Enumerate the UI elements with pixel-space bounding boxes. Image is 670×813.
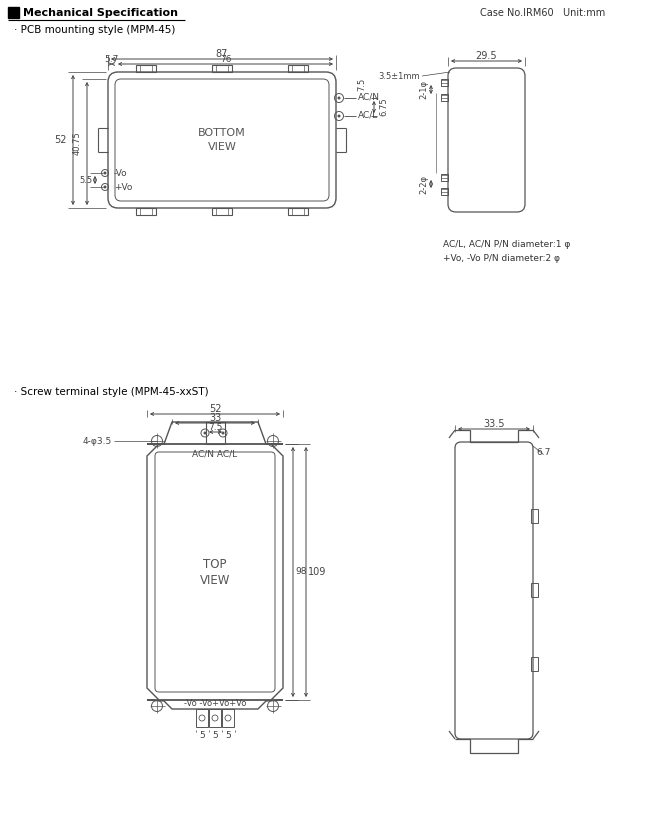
Text: 29.5: 29.5: [476, 51, 497, 61]
Text: 6.7: 6.7: [536, 447, 550, 457]
Text: 5.5: 5.5: [79, 176, 92, 185]
Text: 98: 98: [295, 567, 306, 576]
Text: 76: 76: [220, 54, 231, 63]
Text: +Vo, -Vo P/N diameter:2 φ: +Vo, -Vo P/N diameter:2 φ: [443, 254, 560, 263]
Text: 7.5: 7.5: [208, 423, 222, 432]
Text: 40.75: 40.75: [73, 132, 82, 155]
Bar: [209, 709, 221, 727]
Text: AC/L: AC/L: [358, 111, 379, 120]
Bar: [196, 709, 208, 727]
Text: VIEW: VIEW: [208, 142, 237, 152]
Circle shape: [105, 172, 106, 174]
Text: +Vo: +Vo: [114, 182, 133, 192]
Text: 2-1φ: 2-1φ: [419, 80, 428, 99]
Text: 5: 5: [212, 731, 218, 740]
Text: 33: 33: [209, 413, 221, 423]
Text: AC/L, AC/N P/N diameter:1 φ: AC/L, AC/N P/N diameter:1 φ: [443, 240, 570, 249]
Text: Mechanical Specification: Mechanical Specification: [23, 8, 178, 18]
Text: 2-2φ: 2-2φ: [419, 175, 428, 193]
Bar: [441, 79, 448, 85]
Bar: [531, 509, 538, 523]
Text: 4-φ3.5: 4-φ3.5: [83, 437, 112, 446]
Text: Case No.IRM60   Unit:mm: Case No.IRM60 Unit:mm: [480, 8, 605, 18]
Text: -Vo -Vo+Vo+Vo: -Vo -Vo+Vo+Vo: [184, 698, 246, 707]
Text: AC/N AC/L: AC/N AC/L: [192, 450, 238, 459]
Text: 5.7: 5.7: [105, 54, 119, 63]
Text: 109: 109: [308, 567, 326, 577]
Circle shape: [222, 433, 224, 434]
Text: VIEW: VIEW: [200, 575, 230, 588]
Text: 3.5±1mm: 3.5±1mm: [379, 72, 420, 80]
Text: 5: 5: [199, 731, 205, 740]
Text: 33.5: 33.5: [483, 419, 505, 429]
Text: 52: 52: [54, 135, 67, 145]
Bar: [531, 657, 538, 671]
Circle shape: [105, 186, 106, 188]
Bar: [222, 709, 234, 727]
Text: 52: 52: [209, 404, 221, 414]
Text: 7.5: 7.5: [358, 77, 366, 90]
Text: · Screw terminal style (MPM-45-xxST): · Screw terminal style (MPM-45-xxST): [14, 387, 208, 397]
Text: TOP: TOP: [203, 559, 226, 572]
Text: · PCB mounting style (MPM-45): · PCB mounting style (MPM-45): [14, 25, 176, 35]
Text: 6.75: 6.75: [379, 98, 388, 116]
Text: -Vo: -Vo: [114, 168, 127, 177]
Text: BOTTOM: BOTTOM: [198, 128, 246, 138]
Circle shape: [338, 98, 340, 99]
Bar: [441, 93, 448, 101]
Text: 5: 5: [225, 731, 231, 740]
Circle shape: [338, 115, 340, 117]
Bar: [531, 583, 538, 597]
Text: AC/N: AC/N: [358, 93, 380, 102]
Text: 87: 87: [216, 49, 228, 59]
Bar: [441, 188, 448, 194]
Circle shape: [204, 433, 206, 434]
Bar: [441, 173, 448, 180]
Bar: [206, 422, 225, 444]
Bar: [8, 7, 19, 18]
